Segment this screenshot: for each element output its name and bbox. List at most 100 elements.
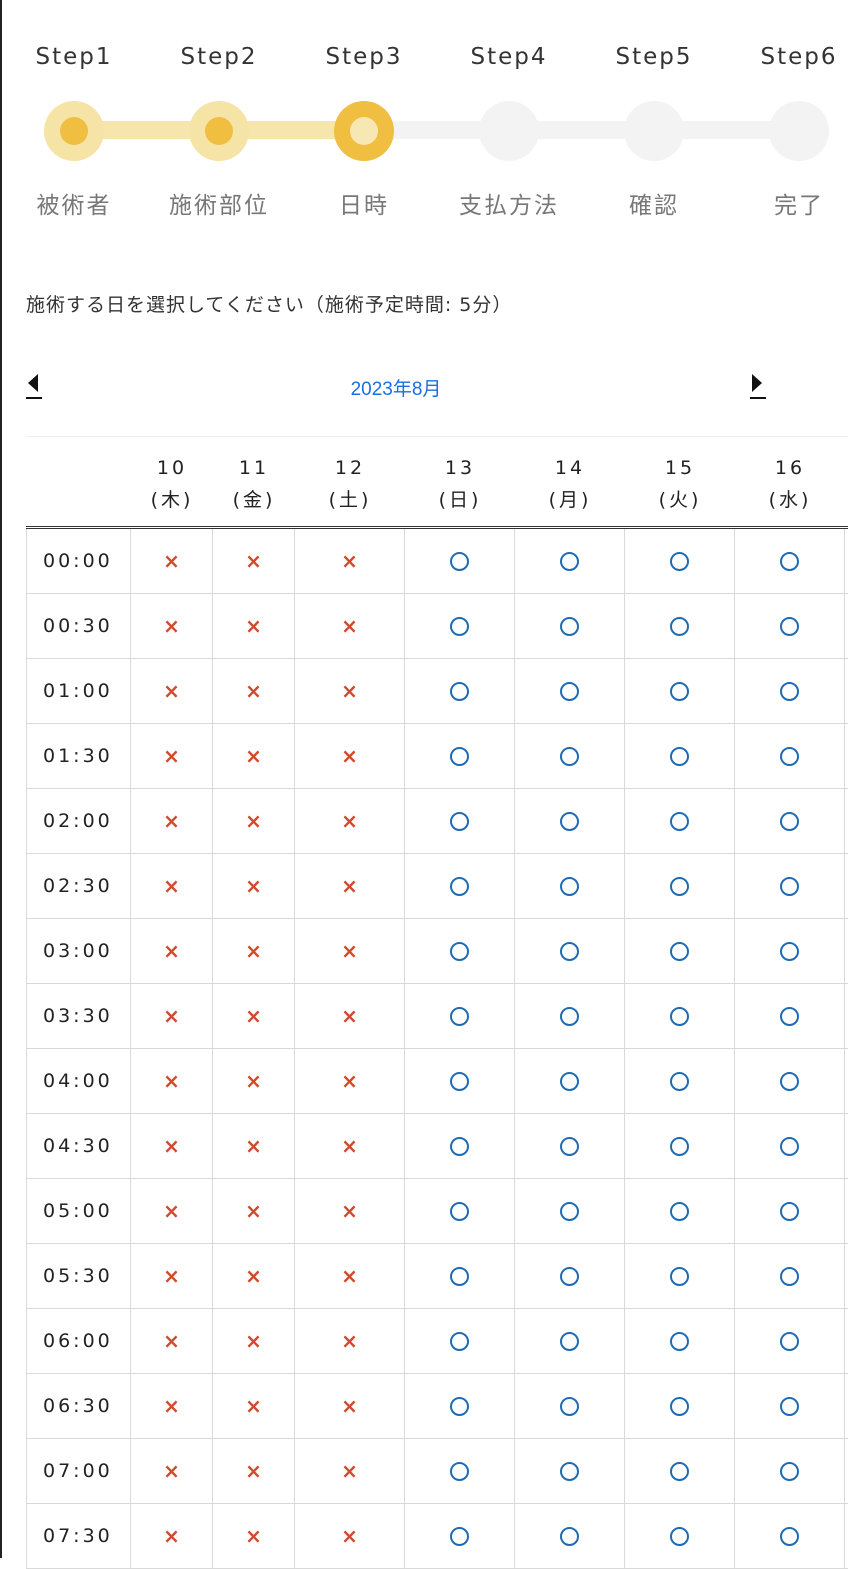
slot-available[interactable] <box>515 1309 625 1373</box>
slot-unavailable: × <box>213 919 295 983</box>
time-label: 07:30 <box>27 1504 131 1568</box>
slot-available[interactable] <box>515 1244 625 1308</box>
slot-available[interactable] <box>625 789 735 853</box>
slot-available[interactable] <box>735 1504 845 1568</box>
slot-available[interactable] <box>405 594 515 658</box>
slot-available[interactable] <box>515 1439 625 1503</box>
date-number: 13 <box>444 457 476 479</box>
circle-icon <box>450 1266 469 1286</box>
cross-icon: × <box>341 1394 358 1418</box>
slot-available[interactable] <box>405 919 515 983</box>
step-number-label: Step4 <box>470 44 548 70</box>
slot-available[interactable] <box>405 659 515 723</box>
date-number: 15 <box>664 457 696 479</box>
slot-available[interactable] <box>625 854 735 918</box>
circle-icon <box>670 616 689 636</box>
slot-available[interactable] <box>735 1244 845 1308</box>
slot-available[interactable] <box>735 594 845 658</box>
time-slot-row: 03:00 × × × <box>26 919 848 984</box>
slot-available[interactable] <box>515 1504 625 1568</box>
slot-available[interactable] <box>515 659 625 723</box>
slot-available[interactable] <box>625 659 735 723</box>
slot-available[interactable] <box>515 854 625 918</box>
slot-available[interactable] <box>515 1179 625 1243</box>
slot-available[interactable] <box>625 1439 735 1503</box>
step-connector <box>654 121 799 139</box>
slot-available[interactable] <box>405 1504 515 1568</box>
slot-available[interactable] <box>405 789 515 853</box>
slot-available[interactable] <box>735 854 845 918</box>
slot-available[interactable] <box>735 1114 845 1178</box>
slot-available[interactable] <box>735 1439 845 1503</box>
circle-icon <box>450 1461 469 1481</box>
slot-available[interactable] <box>625 1049 735 1113</box>
slot-unavailable: × <box>131 1049 213 1113</box>
slot-available[interactable] <box>515 1374 625 1438</box>
slot-available[interactable] <box>405 724 515 788</box>
circle-icon <box>450 876 469 896</box>
slot-available[interactable] <box>405 1309 515 1373</box>
slot-available[interactable] <box>515 919 625 983</box>
header-corner <box>26 437 131 526</box>
slot-unavailable: × <box>295 919 405 983</box>
slot-available[interactable] <box>625 919 735 983</box>
slot-available[interactable] <box>515 1049 625 1113</box>
slot-available[interactable] <box>735 789 845 853</box>
cross-icon: × <box>163 614 180 638</box>
slot-available[interactable] <box>735 1049 845 1113</box>
slot-available[interactable] <box>405 1439 515 1503</box>
slot-unavailable: × <box>213 789 295 853</box>
circle-icon <box>780 551 799 571</box>
next-month-button[interactable] <box>750 370 766 400</box>
slot-available[interactable] <box>625 1114 735 1178</box>
slot-available[interactable] <box>735 1309 845 1373</box>
slot-available[interactable] <box>625 594 735 658</box>
slot-available[interactable] <box>405 1244 515 1308</box>
slot-available[interactable] <box>625 1309 735 1373</box>
slot-available[interactable] <box>405 1179 515 1243</box>
cross-icon: × <box>163 1004 180 1028</box>
date-header: 15 (火) <box>625 437 735 526</box>
slot-available[interactable] <box>515 789 625 853</box>
slot-available[interactable] <box>405 1049 515 1113</box>
date-header: 13 (日) <box>405 437 515 526</box>
time-label: 06:30 <box>27 1374 131 1438</box>
slot-available[interactable] <box>625 984 735 1048</box>
slot-available[interactable] <box>515 529 625 593</box>
slot-available[interactable] <box>735 724 845 788</box>
circle-icon <box>670 1396 689 1416</box>
cross-icon: × <box>163 1524 180 1548</box>
slot-available[interactable] <box>405 1114 515 1178</box>
cross-icon: × <box>341 1199 358 1223</box>
slot-available[interactable] <box>625 724 735 788</box>
slot-available[interactable] <box>515 1114 625 1178</box>
slot-available[interactable] <box>625 1244 735 1308</box>
step-number-label: Step3 <box>325 44 403 70</box>
slot-available[interactable] <box>515 984 625 1048</box>
slot-available[interactable] <box>405 1374 515 1438</box>
cross-icon: × <box>341 1329 358 1353</box>
slot-available[interactable] <box>735 529 845 593</box>
circle-icon <box>780 746 799 766</box>
slot-available[interactable] <box>625 529 735 593</box>
slot-available[interactable] <box>625 1374 735 1438</box>
cross-icon: × <box>341 1459 358 1483</box>
slot-available[interactable] <box>625 1504 735 1568</box>
slot-unavailable: × <box>131 919 213 983</box>
slot-available[interactable] <box>515 594 625 658</box>
step-number-label: Step1 <box>35 44 113 70</box>
prev-month-button[interactable] <box>26 370 42 400</box>
slot-available[interactable] <box>735 1179 845 1243</box>
time-label: 03:30 <box>27 984 131 1048</box>
slot-available[interactable] <box>735 984 845 1048</box>
slot-available[interactable] <box>405 529 515 593</box>
slot-available[interactable] <box>735 919 845 983</box>
slot-available[interactable] <box>405 984 515 1048</box>
slot-available[interactable] <box>405 854 515 918</box>
slot-available[interactable] <box>515 724 625 788</box>
slot-available[interactable] <box>625 1179 735 1243</box>
slot-available[interactable] <box>735 659 845 723</box>
slot-available[interactable] <box>735 1374 845 1438</box>
time-label: 07:00 <box>27 1439 131 1503</box>
circle-icon <box>560 746 579 766</box>
